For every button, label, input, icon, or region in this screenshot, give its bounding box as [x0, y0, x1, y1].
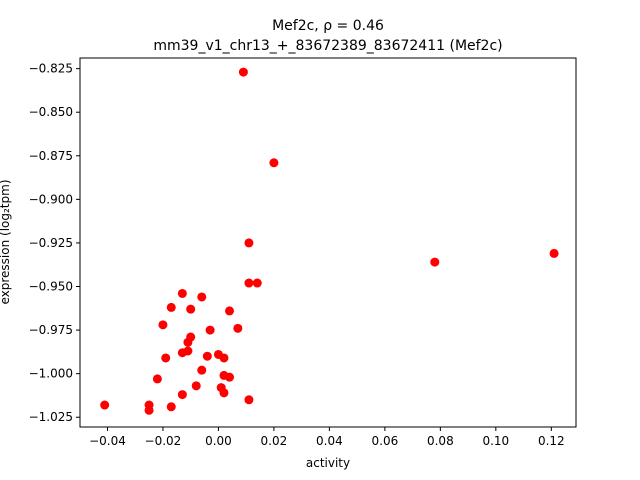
- x-tick-label: 0.06: [372, 434, 399, 448]
- data-point: [191, 381, 201, 391]
- data-point: [177, 348, 187, 358]
- y-axis-label: expression (log₂tpm): [0, 179, 12, 304]
- data-point: [183, 337, 193, 347]
- data-point: [166, 302, 176, 312]
- x-axis-label: activity: [306, 456, 350, 470]
- y-tick-label: −0.925: [29, 236, 73, 250]
- data-point: [225, 372, 235, 382]
- data-point: [219, 353, 229, 363]
- data-point: [177, 288, 187, 298]
- data-point: [197, 365, 207, 375]
- data-point: [144, 405, 154, 415]
- x-tick-label: 0.04: [316, 434, 343, 448]
- x-tick-label: 0.12: [538, 434, 565, 448]
- data-points: [100, 67, 559, 415]
- y-tick-label: −0.900: [29, 192, 73, 206]
- data-point: [166, 402, 176, 412]
- x-tick-label: 0.08: [427, 434, 454, 448]
- x-tick-label: 0.00: [205, 434, 232, 448]
- data-point: [202, 351, 212, 361]
- data-point: [225, 306, 235, 316]
- y-tick-label: −1.025: [29, 410, 73, 424]
- data-point: [238, 67, 248, 77]
- y-tick-label: −1.000: [29, 367, 73, 381]
- data-point: [269, 158, 279, 168]
- data-point: [186, 304, 196, 314]
- data-point: [158, 320, 168, 330]
- data-point: [244, 238, 254, 248]
- x-tick-label: 0.10: [482, 434, 509, 448]
- y-tick-label: −0.975: [29, 323, 73, 337]
- data-point: [100, 400, 110, 410]
- data-point: [430, 257, 440, 267]
- y-tick-label: −0.875: [29, 149, 73, 163]
- y-tick-label: −0.825: [29, 62, 73, 76]
- plot-frame: [79, 57, 577, 428]
- axis-ticks: −0.04 −0.02 0.00 0.02 0.04 0.06 0.08 0.10 0.12 −0…: [29, 62, 565, 448]
- data-point: [244, 395, 254, 405]
- data-point: [161, 353, 171, 363]
- data-point: [197, 292, 207, 302]
- data-point: [233, 323, 243, 333]
- data-point: [219, 388, 229, 398]
- x-tick-label: 0.02: [261, 434, 288, 448]
- data-point: [549, 248, 559, 258]
- x-tick-label: −0.02: [145, 434, 182, 448]
- data-point: [252, 278, 262, 288]
- data-point: [152, 374, 162, 384]
- y-tick-label: −0.950: [29, 280, 73, 294]
- data-point: [177, 390, 187, 400]
- x-tick-label: −0.04: [89, 434, 126, 448]
- y-tick-label: −0.850: [29, 105, 73, 119]
- data-point: [244, 278, 254, 288]
- chart-subtitle: mm39_v1_chr13_+_83672389_83672411 (Mef2c…: [153, 38, 502, 54]
- data-point: [205, 325, 215, 335]
- chart-title: Mef2c, ρ = 0.46: [272, 18, 384, 34]
